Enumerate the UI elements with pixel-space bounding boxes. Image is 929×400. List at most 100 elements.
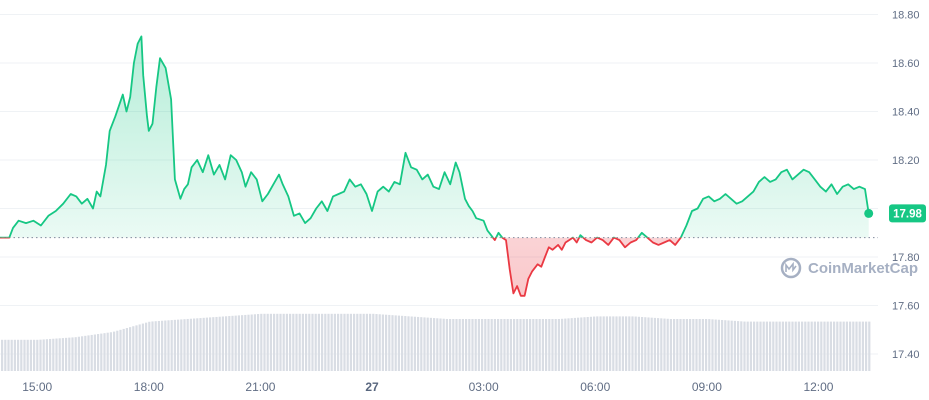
volume-bar bbox=[663, 318, 666, 371]
volume-bar bbox=[180, 319, 183, 371]
coinmarketcap-watermark: CoinMarketCap bbox=[780, 257, 918, 279]
volume-bar bbox=[749, 321, 752, 371]
volume-bar bbox=[589, 316, 592, 371]
volume-bar bbox=[410, 316, 413, 371]
x-tick-label: 15:00 bbox=[22, 380, 52, 394]
volume-bar bbox=[183, 319, 186, 371]
volume-bar bbox=[653, 317, 656, 371]
volume-bar bbox=[666, 318, 669, 371]
volume-bar bbox=[340, 313, 343, 371]
volume-bar bbox=[257, 314, 260, 371]
volume-bar bbox=[817, 321, 820, 371]
volume-bar bbox=[497, 319, 500, 371]
volume-bar bbox=[327, 313, 330, 371]
volume-bar bbox=[673, 319, 676, 371]
volume-bar bbox=[487, 319, 490, 371]
volume-bar bbox=[772, 321, 775, 371]
coinmarketcap-logo-mark bbox=[785, 261, 797, 273]
x-axis: 15:00 18:00 21:00 27 03:00 06:00 09:00 12:00 bbox=[22, 380, 834, 394]
volume-bar bbox=[423, 317, 426, 371]
volume-bar bbox=[484, 319, 487, 371]
volume-bar bbox=[474, 319, 477, 371]
volume-bar bbox=[641, 316, 644, 371]
current-price-tag: 17.98 bbox=[864, 204, 926, 223]
area-above-baseline bbox=[0, 36, 869, 238]
volume-bar bbox=[826, 321, 829, 371]
volume-bar bbox=[791, 321, 794, 371]
volume-bar bbox=[797, 321, 800, 371]
volume-bar bbox=[55, 338, 58, 371]
volume-bar bbox=[813, 321, 816, 371]
price-area bbox=[0, 36, 869, 296]
volume-bar bbox=[433, 318, 436, 371]
volume-bar bbox=[804, 321, 807, 371]
volume-bar bbox=[20, 339, 23, 371]
volume-bar bbox=[97, 334, 100, 371]
volume-bars bbox=[1, 313, 871, 371]
volume-bar bbox=[609, 316, 612, 371]
volume-bar bbox=[657, 318, 660, 371]
volume-bar bbox=[577, 317, 580, 371]
volume-bar bbox=[36, 339, 39, 371]
volume-bar bbox=[599, 316, 602, 371]
volume-bar bbox=[250, 314, 253, 371]
volume-bar bbox=[852, 321, 855, 371]
volume-bar bbox=[836, 321, 839, 371]
volume-bar bbox=[858, 321, 861, 371]
volume-bar bbox=[564, 318, 567, 371]
volume-bar bbox=[391, 315, 394, 371]
volume-bar bbox=[637, 316, 640, 371]
volume-bar bbox=[647, 317, 650, 371]
current-price-dot bbox=[864, 208, 874, 218]
volume-bar bbox=[471, 319, 474, 371]
volume-bar bbox=[644, 317, 647, 371]
volume-bar bbox=[740, 321, 743, 371]
volume-bar bbox=[273, 313, 276, 371]
volume-bar bbox=[829, 321, 832, 371]
volume-bar bbox=[356, 313, 359, 371]
volume-bar bbox=[225, 316, 228, 371]
volume-bar bbox=[711, 319, 714, 371]
volume-bar bbox=[417, 316, 420, 371]
volume-bar bbox=[13, 339, 16, 371]
volume-bar bbox=[269, 313, 272, 371]
volume-bar bbox=[305, 313, 308, 371]
volume-bar bbox=[145, 322, 148, 371]
volume-bar bbox=[71, 337, 74, 371]
volume-bar bbox=[17, 339, 20, 371]
y-tick-label: 18.20 bbox=[892, 155, 920, 167]
volume-bar bbox=[429, 317, 432, 371]
volume-bar bbox=[321, 313, 324, 371]
volume-bar bbox=[628, 316, 631, 371]
volume-bar bbox=[244, 314, 247, 371]
volume-bar bbox=[333, 313, 336, 371]
volume-bar bbox=[513, 319, 516, 371]
volume-bar bbox=[49, 338, 52, 371]
volume-bar bbox=[743, 321, 746, 371]
volume-bar bbox=[570, 318, 573, 371]
volume-bar bbox=[330, 313, 333, 371]
volume-bar bbox=[129, 327, 132, 371]
volume-bar bbox=[308, 313, 311, 371]
volume-bar bbox=[583, 317, 586, 371]
volume-bar bbox=[708, 319, 711, 371]
volume-bar bbox=[458, 319, 461, 371]
volume-bar bbox=[705, 319, 708, 371]
volume-bar bbox=[202, 317, 205, 371]
volume-bar bbox=[436, 318, 439, 371]
volume-bar bbox=[452, 319, 455, 371]
volume-bar bbox=[445, 318, 448, 371]
volume-bar bbox=[125, 328, 128, 371]
volume-bar bbox=[375, 314, 378, 371]
volume-bar bbox=[442, 318, 445, 371]
x-tick-label: 09:00 bbox=[692, 380, 722, 394]
volume-bar bbox=[503, 319, 506, 371]
volume-bar bbox=[413, 316, 416, 371]
volume-bar bbox=[295, 313, 298, 371]
volume-bar bbox=[449, 319, 452, 371]
volume-bar bbox=[535, 319, 538, 371]
volume-bar bbox=[775, 321, 778, 371]
volume-bar bbox=[781, 321, 784, 371]
